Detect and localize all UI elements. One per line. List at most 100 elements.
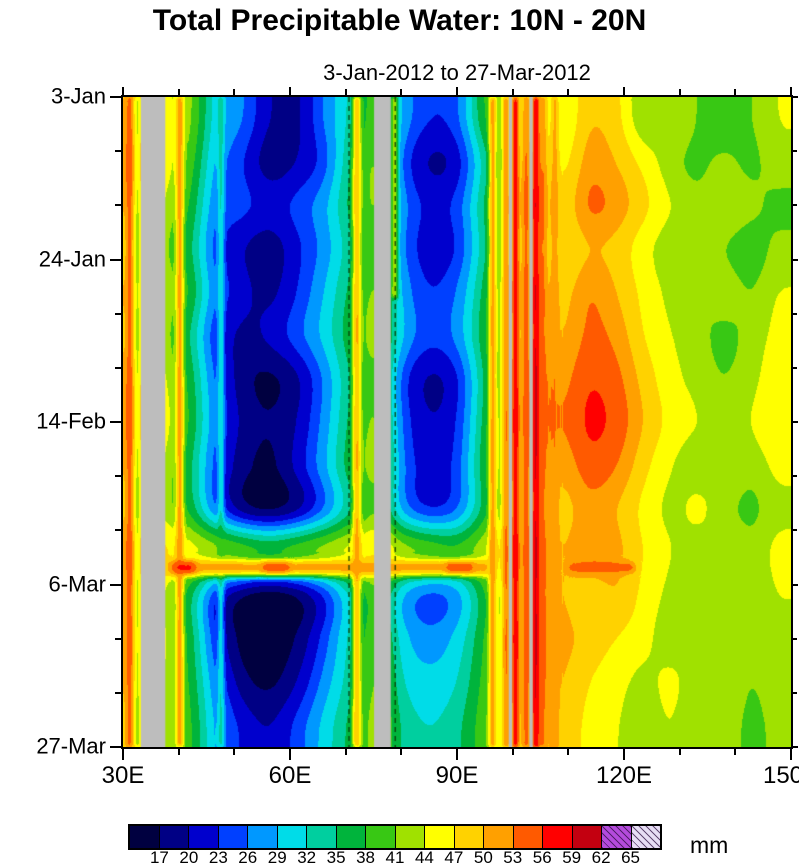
colorbar — [128, 824, 662, 850]
heatmap-canvas — [123, 97, 791, 747]
colorbar-tick-label: 47 — [444, 848, 464, 866]
colorbar-unit-label: mm — [690, 832, 729, 858]
y-minor-tick — [115, 691, 121, 694]
colorbar-segment — [336, 826, 366, 848]
colorbar-tick-label: 26 — [238, 848, 258, 866]
y-tick-label: 14-Feb — [36, 408, 106, 434]
x-major-tick-top — [623, 87, 625, 95]
colorbar-segment — [425, 826, 455, 848]
x-tick-label: 150E — [762, 762, 799, 789]
colorbar-segment — [218, 826, 248, 848]
x-minor-tick-top — [567, 89, 570, 95]
colorbar-segment — [366, 826, 396, 848]
colorbar-tick-label: 32 — [297, 848, 317, 866]
colorbar-tick-label: 17 — [149, 848, 169, 866]
colorbar-segment — [543, 826, 573, 848]
x-major-tick — [623, 749, 625, 760]
colorbar-tick-label: 44 — [414, 848, 434, 866]
colorbar-tick-label: 65 — [621, 848, 641, 866]
x-tick-label: 30E — [101, 762, 145, 789]
x-tick-label: 60E — [268, 762, 312, 789]
colorbar-tick-label: 50 — [473, 848, 493, 866]
y-major-tick-right — [793, 583, 798, 586]
y-major-tick-right — [793, 746, 798, 748]
x-major-tick-top — [790, 87, 792, 95]
x-minor-tick — [511, 749, 514, 755]
y-major-tick — [110, 746, 121, 748]
colorbar-segment — [159, 826, 189, 848]
y-minor-tick — [115, 637, 121, 640]
colorbar-tick-label: 29 — [267, 848, 287, 866]
colorbar-segment — [602, 826, 632, 848]
y-major-tick — [110, 96, 121, 98]
x-major-tick — [790, 749, 792, 760]
y-minor-tick — [115, 366, 121, 369]
x-minor-tick — [177, 749, 180, 755]
x-major-tick-top — [456, 87, 458, 95]
colorbar-segment — [513, 826, 543, 848]
x-minor-tick — [400, 749, 403, 755]
x-major-tick — [456, 749, 458, 760]
x-major-tick — [122, 749, 124, 760]
colorbar-segment — [307, 826, 337, 848]
colorbar-segment — [130, 826, 160, 848]
y-minor-tick-right — [793, 475, 797, 478]
x-tick-label: 120E — [595, 762, 653, 789]
x-minor-tick-top — [233, 89, 236, 95]
y-minor-tick-right — [793, 529, 797, 532]
y-minor-tick-right — [793, 150, 797, 153]
y-minor-tick-right — [793, 204, 797, 207]
x-major-tick-top — [122, 87, 124, 95]
x-minor-tick-top — [344, 89, 347, 95]
y-minor-tick-right — [793, 366, 797, 369]
x-major-tick — [289, 749, 291, 760]
colorbar-segment — [572, 826, 602, 848]
x-minor-tick — [344, 749, 347, 755]
x-minor-tick — [567, 749, 570, 755]
y-minor-tick — [115, 150, 121, 153]
colorbar-segment — [631, 826, 660, 848]
y-tick-label: 27-Mar — [36, 733, 106, 759]
colorbar-tick-label: 56 — [532, 848, 552, 866]
y-major-tick-right — [793, 258, 798, 261]
y-major-tick — [110, 258, 121, 261]
colorbar-segment — [248, 826, 278, 848]
x-minor-tick-top — [177, 89, 180, 95]
colorbar-tick-label: 59 — [562, 848, 582, 866]
chart-subtitle: 3-Jan-2012 to 27-Mar-2012 — [323, 60, 591, 85]
y-minor-tick — [115, 529, 121, 532]
y-tick-label: 6-Mar — [48, 570, 106, 596]
y-tick-label: 3-Jan — [50, 83, 106, 109]
colorbar-segment — [189, 826, 219, 848]
x-minor-tick-top — [678, 89, 681, 95]
x-minor-tick-top — [734, 89, 737, 95]
y-minor-tick-right — [793, 312, 797, 315]
colorbar-tick-label: 38 — [356, 848, 376, 866]
colorbar-segment — [484, 826, 514, 848]
y-tick-label: 24-Jan — [38, 245, 106, 271]
x-minor-tick — [734, 749, 737, 755]
colorbar-tick-label: 35 — [326, 848, 346, 866]
y-major-tick — [110, 421, 121, 423]
colorbar-segment — [454, 826, 484, 848]
x-tick-label: 90E — [435, 762, 479, 789]
y-major-tick-right — [793, 96, 798, 98]
colorbar-tick-label: 20 — [179, 848, 199, 866]
colorbar-tick-label: 53 — [503, 848, 523, 866]
x-major-tick-top — [289, 87, 291, 95]
x-minor-tick-top — [511, 89, 514, 95]
y-minor-tick — [115, 312, 121, 315]
x-minor-tick — [678, 749, 681, 755]
colorbar-tick-label: 62 — [591, 848, 611, 866]
colorbar-tick-label: 41 — [385, 848, 405, 866]
x-minor-tick — [233, 749, 236, 755]
y-major-tick — [110, 583, 121, 586]
colorbar-segment — [395, 826, 425, 848]
x-minor-tick-top — [400, 89, 403, 95]
colorbar-segment — [277, 826, 307, 848]
y-major-tick-right — [793, 421, 798, 423]
y-minor-tick — [115, 204, 121, 207]
y-minor-tick-right — [793, 691, 797, 694]
plot-area — [121, 95, 793, 749]
